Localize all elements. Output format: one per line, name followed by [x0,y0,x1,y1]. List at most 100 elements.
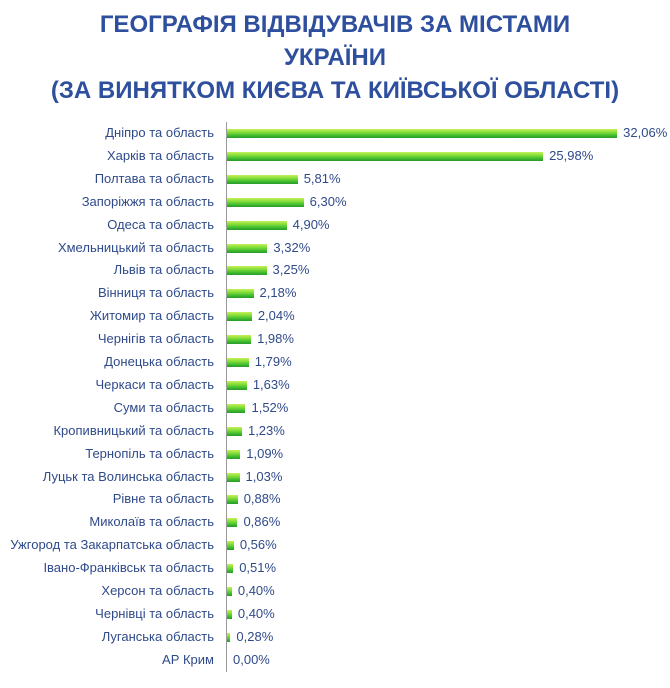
category-label: АР Крим [162,651,214,667]
bar [227,358,249,367]
chart-row: Житомир та область 2,04% [0,306,670,328]
chart-row: Луцьк та Волинська область 1,03% [0,467,670,489]
value-label: 2,18% [259,285,297,301]
value-label: 3,32% [273,239,311,255]
category-label: Львів та область [113,262,214,278]
category-label: Рівне та область [112,491,214,507]
value-label: 4,90% [292,216,330,232]
chart-row: Вінниця та область 2,18% [0,283,670,305]
bar [227,541,234,551]
value-label: 0,88% [243,491,281,507]
category-label: Суми та область [113,399,214,415]
chart-row: Черкаси та область 1,63% [0,375,670,397]
bar [227,449,241,459]
value-label: 0,51% [239,560,277,576]
value-label: 2,04% [257,308,295,324]
chart-row: Донецька область 1,79% [0,352,670,374]
chart-row: Хмельницький та область 3,32% [0,238,670,260]
bar [227,564,234,574]
chart-row: Львів та область 3,25% [0,260,670,282]
chart-row: Тернопіль та область 1,09% [0,444,670,466]
category-label: Дніпро та область [105,125,214,140]
bar [227,426,242,436]
category-label: Запоріжжя та область [81,193,214,209]
category-label: Івано-Франківськ та область [43,560,214,576]
value-label: 0,86% [243,514,281,530]
value-label: 5,81% [303,170,341,186]
category-label: Полтава та область [94,170,214,186]
bar [227,632,231,642]
category-label: Донецька область [104,354,214,369]
chart-row: Херсон та область 0,40% [0,581,670,603]
category-label: Харків та область [106,147,214,163]
bar [227,587,232,596]
bar [227,151,544,161]
value-label: 1,03% [245,468,283,484]
value-label: 3,25% [272,262,310,278]
bar [227,472,240,482]
chart-row: Рівне та область 0,88% [0,489,670,511]
chart-row: Харків та область 25,98% [0,146,670,168]
bar [227,518,238,528]
value-label: 6,30% [309,193,347,209]
bar [227,312,252,322]
value-label: 1,23% [247,422,285,438]
value-label: 1,52% [251,399,289,415]
value-label: 0,40% [237,605,275,621]
value-label: 0,40% [237,583,275,598]
bar [227,289,254,299]
bar [227,403,246,413]
chart-row: Івано-Франківськ та область 0,51% [0,558,670,580]
category-label: Тернопіль та область [85,445,214,461]
bar [227,243,268,253]
chart-row: Чернігів та область 1,98% [0,329,670,351]
category-label: Вінниця та область [97,285,214,301]
category-label: Миколаїв та область [89,514,214,530]
chart-row: Ужгород та Закарпатська область 0,56% [0,535,670,557]
bar [227,174,298,184]
value-label: 0,56% [239,537,277,553]
value-label: 1,63% [252,376,290,392]
category-label: Луцьк та Волинська область [42,468,214,484]
category-label: Черкаси та область [95,376,215,392]
chart-row: Суми та область 1,52% [0,398,670,420]
category-label: Чернівці та область [95,605,214,621]
category-label: Ужгород та Закарпатська область [10,537,214,553]
bar [227,335,252,345]
chart-row: Кропивницький та область 1,23% [0,421,670,443]
value-label: 1,79% [254,354,292,369]
value-label: 0,00% [233,651,270,667]
bar [227,380,247,390]
chart-row: Дніпро та область 32,06% [0,123,670,145]
category-label: Чернігів та область [97,331,214,347]
category-label: Хмельницький та область [57,239,214,255]
category-label: Одеса та область [107,216,214,232]
category-axis-line [226,122,227,672]
chart-row: АР Крим 0,00% [0,650,670,672]
chart-row: Миколаїв та область 0,86% [0,512,670,534]
chart-title-line-1: ГЕОГРАФІЯ ВІДВІДУВАЧІВ ЗА МІСТАМИ [99,11,571,38]
chart-row: Чернівці та область 0,40% [0,604,670,626]
category-label: Кропивницький та область [53,422,214,438]
chart-row: Одеса та область 4,90% [0,215,670,237]
bar [227,129,618,138]
chart-title-line-2: УКРАЇНИ [283,44,386,71]
bar [227,609,232,619]
chart-title-line-3: (ЗА ВИНЯТКОМ КИЄВА ТА КИЇВСЬКОЇ ОБЛАСТІ) [50,77,620,104]
bar [227,220,287,230]
category-label: Херсон та область [101,583,214,598]
value-label: 1,98% [257,331,294,347]
chart-row: Луганська область 0,28% [0,627,670,649]
value-label: 0,28% [236,628,274,644]
chart-row: Полтава та область 5,81% [0,169,670,191]
category-label: Луганська область [101,628,214,644]
value-label: 1,09% [246,445,284,461]
value-label: 32,06% [623,125,668,140]
bar [227,266,267,276]
bar [227,495,238,505]
bar [227,197,304,207]
value-label: 25,98% [549,147,594,163]
chart-row: Запоріжжя та область 6,30% [0,192,670,214]
chart-title: ГЕОГРАФІЯ ВІДВІДУВАЧІВ ЗА МІСТАМИ УКРАЇН… [0,8,670,107]
